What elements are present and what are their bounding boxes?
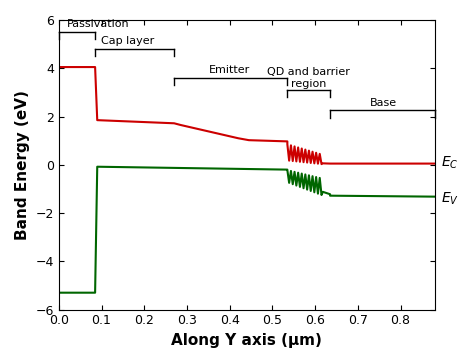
Text: Base: Base [370,98,397,107]
Text: Passivation: Passivation [67,19,130,29]
Text: QD and barrier
region: QD and barrier region [267,67,350,89]
Y-axis label: Band Energy (eV): Band Energy (eV) [15,90,30,240]
Text: $E_V$: $E_V$ [441,190,459,207]
X-axis label: Along Y axis (μm): Along Y axis (μm) [171,333,322,348]
Text: $E_C$: $E_C$ [441,155,459,171]
Text: Cap layer: Cap layer [100,36,154,46]
Text: Emitter: Emitter [209,65,250,75]
